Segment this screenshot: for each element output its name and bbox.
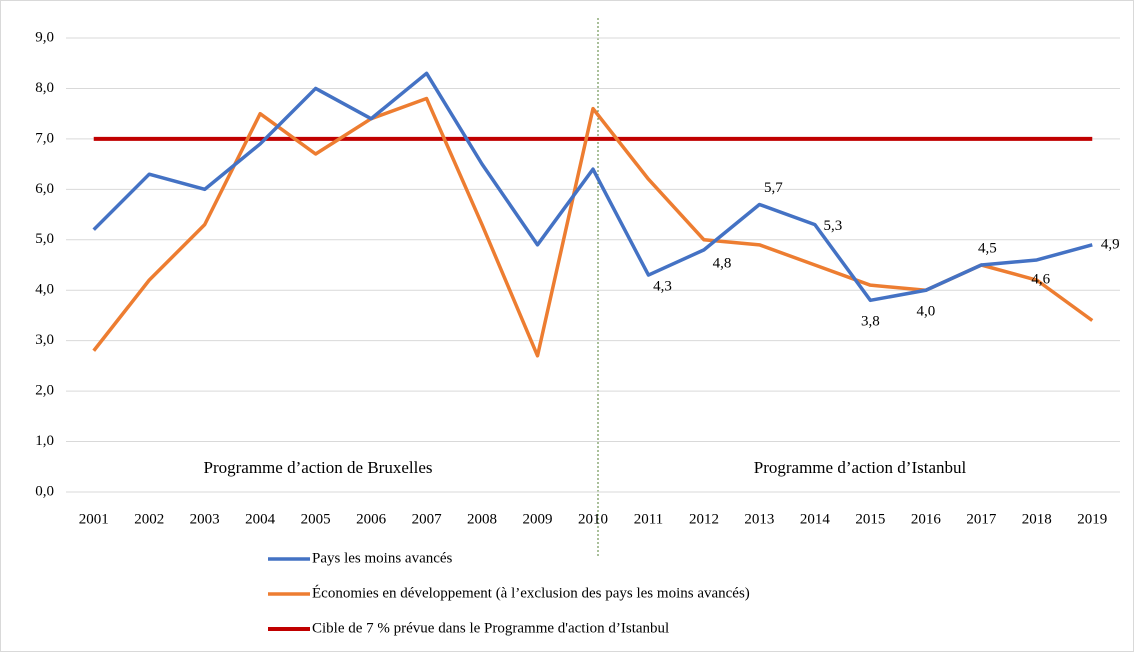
x-tick-label: 2010	[578, 511, 608, 527]
y-tick-label: 6,0	[35, 181, 54, 197]
data-label: 3,8	[861, 314, 880, 330]
y-tick-label: 2,0	[35, 383, 54, 399]
y-tick-label: 1,0	[35, 433, 54, 449]
x-tick-label: 2001	[79, 511, 109, 527]
x-tick-label: 2002	[134, 511, 164, 527]
annotation: Programme d’action d’Istanbul	[754, 458, 967, 477]
x-tick-label: 2017	[966, 511, 997, 527]
x-tick-label: 2018	[1022, 511, 1052, 527]
data-label: 5,3	[824, 218, 843, 234]
x-tick-label: 2008	[467, 511, 497, 527]
x-tick-label: 2015	[855, 511, 885, 527]
y-tick-label: 8,0	[35, 80, 54, 96]
annotation: Programme d’action de Bruxelles	[204, 458, 433, 477]
y-tick-label: 7,0	[35, 130, 54, 146]
y-tick-label: 3,0	[35, 332, 54, 348]
legend-label: Cible de 7 % prévue dans le Programme d'…	[312, 620, 669, 636]
x-tick-label: 2011	[634, 511, 663, 527]
data-label: 4,8	[713, 255, 732, 271]
x-tick-label: 2014	[800, 511, 831, 527]
x-tick-label: 2016	[911, 511, 942, 527]
x-tick-label: 2005	[301, 511, 331, 527]
x-tick-label: 2003	[190, 511, 220, 527]
y-tick-label: 5,0	[35, 231, 54, 247]
data-label: 4,3	[653, 279, 672, 295]
y-tick-label: 9,0	[35, 29, 54, 45]
x-tick-label: 2009	[523, 511, 553, 527]
x-tick-label: 2007	[412, 511, 443, 527]
x-tick-label: 2006	[356, 511, 387, 527]
line-series	[92, 71, 1093, 303]
x-tick-label: 2004	[245, 511, 276, 527]
x-tick-label: 2019	[1077, 511, 1107, 527]
data-label: 4,0	[916, 304, 935, 320]
legend-label: Pays les moins avancés	[312, 550, 453, 566]
data-label: 4,5	[978, 240, 997, 256]
legend-label: Économies en développement (à l’exclusio…	[312, 584, 750, 601]
y-tick-label: 0,0	[35, 483, 54, 499]
x-tick-label: 2012	[689, 511, 719, 527]
x-tick-label: 2013	[744, 511, 774, 527]
data-label: 4,9	[1101, 236, 1120, 252]
data-label: 4,6	[1031, 271, 1050, 287]
data-label: 5,7	[764, 180, 783, 196]
y-tick-label: 4,0	[35, 282, 54, 298]
